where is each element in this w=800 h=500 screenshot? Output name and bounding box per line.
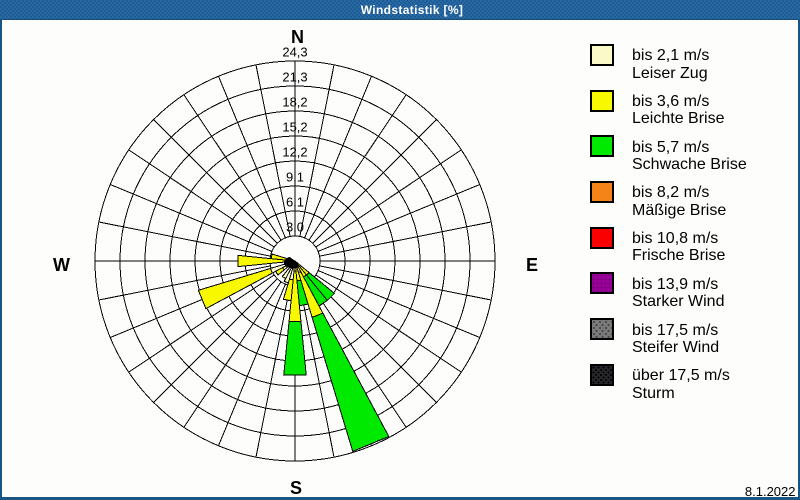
svg-text:6,1: 6,1 — [286, 195, 304, 210]
svg-text:21,3: 21,3 — [282, 70, 307, 85]
svg-text:15,2: 15,2 — [282, 120, 307, 135]
svg-text:9,1: 9,1 — [286, 170, 304, 185]
svg-text:18,2: 18,2 — [282, 95, 307, 110]
svg-text:12,2: 12,2 — [282, 145, 307, 160]
svg-text:24,3: 24,3 — [282, 45, 307, 60]
svg-text:3,0: 3,0 — [286, 220, 304, 235]
